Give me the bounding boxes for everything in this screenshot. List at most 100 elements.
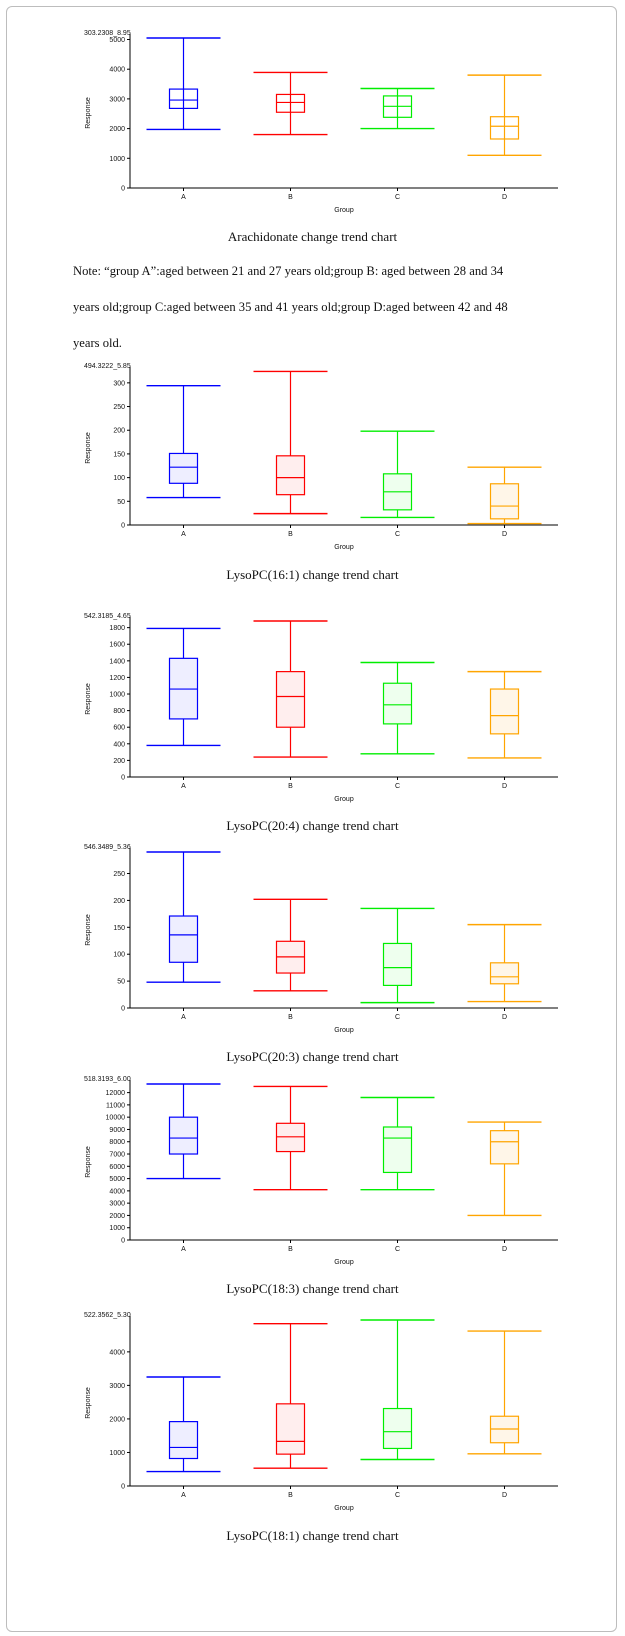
box-iqr xyxy=(168,1421,199,1460)
y-tick-label: 1600 xyxy=(109,642,125,649)
note-text: Note: “group A”:aged between 21 and 27 y… xyxy=(73,264,593,364)
chart-lysopc-18-1: 522.3562_5.30 0 1000 2000 3000 4000 Response A B… xyxy=(80,1308,560,1514)
box-iqr xyxy=(168,88,199,109)
x-tick-label: B xyxy=(288,1492,293,1499)
x-tick-label: D xyxy=(502,194,507,201)
chart-caption: LysoPC(20:3) change trend chart xyxy=(226,1049,399,1064)
chart-svg: 518.3193_6.00 0 1000 2000 3000 4000 5000 6000 70… xyxy=(84,1076,558,1266)
chart-title: 518.3193_6.00 xyxy=(84,1076,131,1083)
chart-svg: 542.3185_4.65 0 200 400 600 800 1000 1200 1400 16… xyxy=(84,613,558,803)
y-tick-label: 0 xyxy=(121,775,125,782)
y-tick-label: 4000 xyxy=(109,1349,125,1356)
y-tick-label: 2000 xyxy=(109,126,125,133)
page-frame xyxy=(6,6,617,1632)
y-tick-label: 200 xyxy=(113,428,125,435)
box-group-d xyxy=(467,1121,542,1217)
box-group-a xyxy=(146,384,221,499)
note-line: Note: “group A”:aged between 21 and 27 y… xyxy=(73,264,504,278)
x-tick-label: B xyxy=(288,531,293,538)
y-tick-label: 100 xyxy=(113,475,125,482)
box-iqr xyxy=(275,671,306,728)
y-tick-label: 1200 xyxy=(109,675,125,682)
x-tick-label: C xyxy=(395,194,400,201)
x-tick-label: C xyxy=(395,1246,400,1253)
x-tick-label: A xyxy=(181,1014,186,1021)
chart-caption: LysoPC(16:1) change trend chart xyxy=(226,567,399,582)
chart-lysopc-18-3: 518.3193_6.00 0 1000 2000 3000 4000 5000 6000 70… xyxy=(80,1072,560,1268)
x-tick-label: C xyxy=(395,1492,400,1499)
x-axis-label: Group xyxy=(334,1505,354,1512)
box-group-b xyxy=(253,370,328,515)
x-tick-label: A xyxy=(181,1246,186,1253)
box-iqr xyxy=(275,1122,306,1153)
y-tick-label: 50 xyxy=(117,979,125,986)
y-tick-label: 300 xyxy=(113,380,125,387)
x-tick-label: A xyxy=(181,531,186,538)
y-tick-label: 600 xyxy=(113,725,125,732)
chart-title: 522.3562_5.30 xyxy=(84,1312,131,1319)
x-tick-label: C xyxy=(395,531,400,538)
chart-svg: 494.3222_5.85 0 50 100 150 200 250 300 Response A… xyxy=(84,363,558,551)
x-tick-label: D xyxy=(502,1246,507,1253)
box-iqr xyxy=(382,942,413,987)
chart-caption: LysoPC(18:3) change trend chart xyxy=(226,1281,399,1296)
y-tick-label: 800 xyxy=(113,708,125,715)
box-iqr xyxy=(275,455,306,496)
box-iqr xyxy=(168,452,199,484)
y-tick-label: 10000 xyxy=(106,1115,126,1122)
chart-lysopc-20-3: 546.3489_5.36 0 50 100 150 200 250 Response A B C D… xyxy=(80,840,560,1036)
y-tick-label: 5000 xyxy=(109,37,125,44)
x-tick-label: D xyxy=(502,783,507,790)
y-tick-label: 1400 xyxy=(109,658,125,665)
y-tick-label: 2000 xyxy=(109,1416,125,1423)
y-tick-label: 1800 xyxy=(109,625,125,632)
x-axis-label: Group xyxy=(334,544,354,551)
y-tick-label: 11000 xyxy=(106,1102,125,1109)
x-tick-label: B xyxy=(288,194,293,201)
box-iqr xyxy=(489,116,520,140)
box-iqr xyxy=(168,1116,199,1155)
y-tick-label: 0 xyxy=(121,523,125,530)
x-tick-label: B xyxy=(288,783,293,790)
x-tick-label: D xyxy=(502,531,507,538)
y-axis-label: Response xyxy=(85,1387,92,1419)
box-iqr xyxy=(489,1130,520,1165)
x-tick-label: B xyxy=(288,1014,293,1021)
note-line: years old. xyxy=(73,336,122,350)
box-group-c xyxy=(360,87,435,130)
box-iqr xyxy=(489,688,520,735)
box-group-c xyxy=(360,1319,435,1461)
y-tick-label: 1000 xyxy=(109,1225,125,1232)
y-tick-label: 12000 xyxy=(106,1090,126,1097)
box-group-b xyxy=(253,1085,328,1191)
x-tick-label: C xyxy=(395,1014,400,1021)
box-group-d xyxy=(467,74,542,157)
y-tick-label: 400 xyxy=(113,741,125,748)
y-tick-label: 5000 xyxy=(109,1176,125,1183)
chart-svg: 546.3489_5.36 0 50 100 150 200 250 Response A B C D… xyxy=(84,844,558,1034)
y-tick-label: 4000 xyxy=(109,67,125,74)
y-tick-label: 0 xyxy=(121,1006,125,1013)
chart-svg: 303.2308_8.95 0 1000 2000 3000 4000 5000 Respon… xyxy=(84,30,558,214)
box-group-d xyxy=(467,923,542,1003)
y-tick-label: 6000 xyxy=(109,1164,125,1171)
y-axis-label: Response xyxy=(85,1146,92,1178)
x-tick-label: A xyxy=(181,783,186,790)
chart-caption: LysoPC(18:1) change trend chart xyxy=(226,1528,399,1543)
chart-caption: LysoPC(20:4) change trend chart xyxy=(226,818,399,833)
y-tick-label: 200 xyxy=(113,758,125,765)
x-tick-label: C xyxy=(395,783,400,790)
box-group-b xyxy=(253,620,328,758)
chart-title: 542.3185_4.65 xyxy=(84,613,131,620)
y-tick-label: 7000 xyxy=(109,1152,125,1159)
y-tick-label: 50 xyxy=(117,499,125,506)
x-tick-label: A xyxy=(181,194,186,201)
y-tick-label: 200 xyxy=(113,898,125,905)
y-tick-label: 2000 xyxy=(109,1213,125,1220)
box-group-c xyxy=(360,661,435,755)
box-group-b xyxy=(253,71,328,136)
chart-caption: Arachidonate change trend chart xyxy=(227,229,398,244)
x-axis-label: Group xyxy=(334,1027,354,1034)
chart-arachidonate: 303.2308_8.95 0 1000 2000 3000 4000 5000 Respon… xyxy=(80,26,560,216)
box-group-a xyxy=(146,1376,221,1473)
